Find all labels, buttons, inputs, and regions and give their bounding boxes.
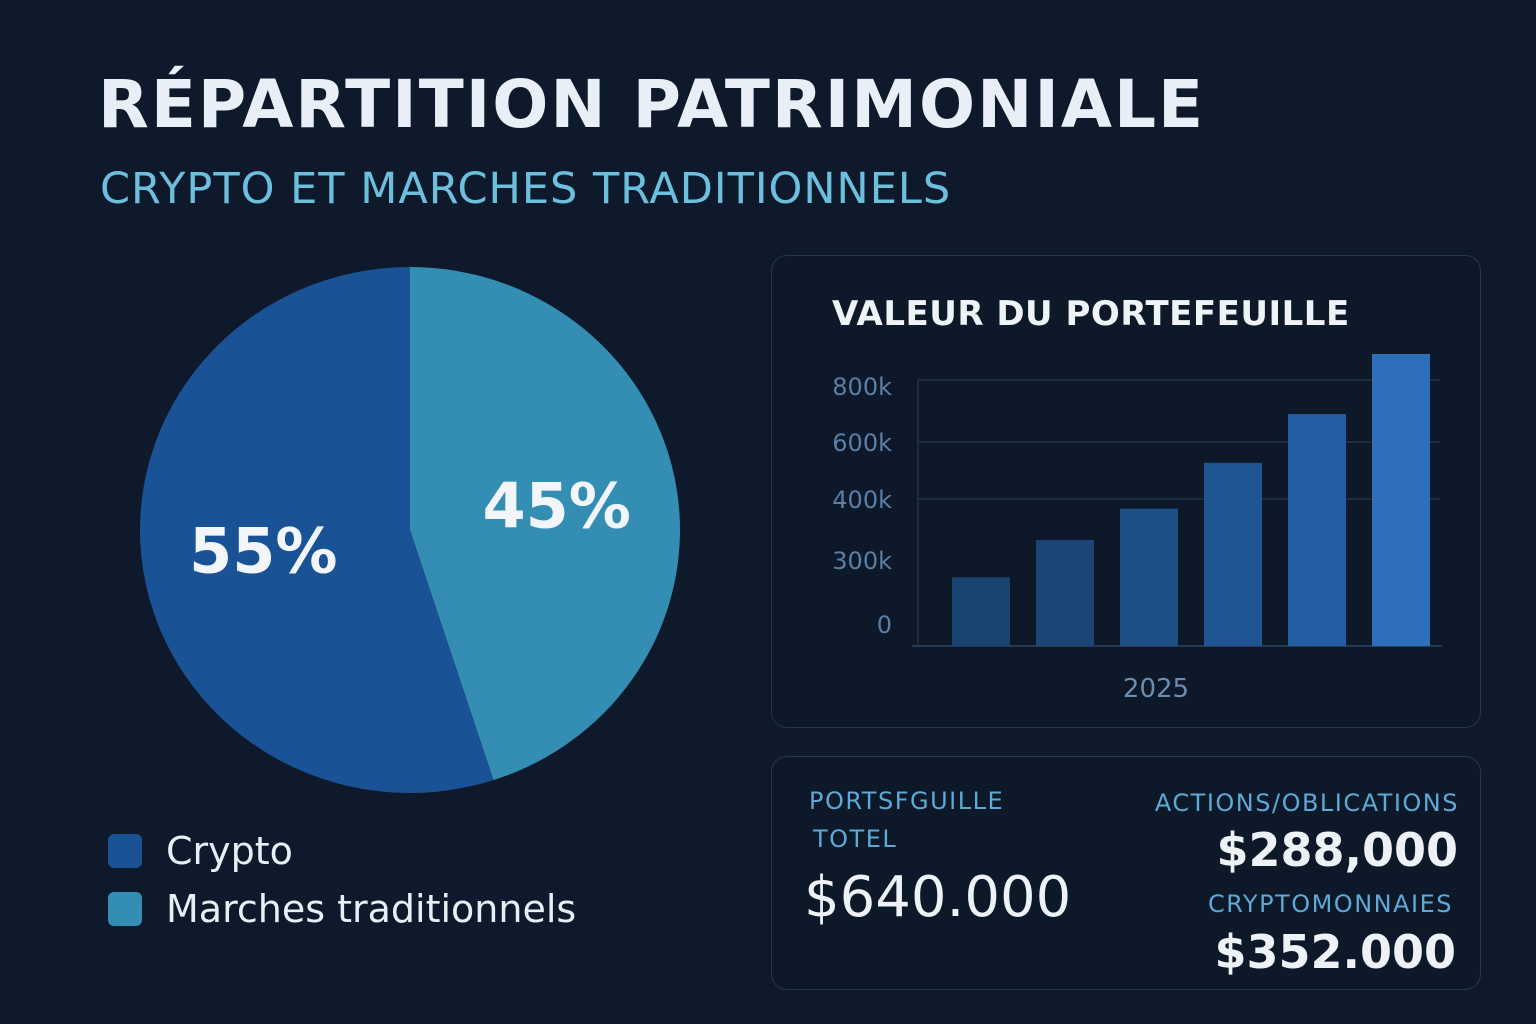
portfolio-stats-panel: PORTSFGUILLE TOTEL $640.000 ACTIONS/OBLI… (771, 756, 1481, 990)
page-title: RÉPARTITION PATRIMONIALE (98, 66, 1206, 143)
crypto-label: CRYPTOMONNAIES (1208, 890, 1453, 918)
legend-swatch-crypto (108, 834, 142, 868)
actions-value: $288,000 (1216, 823, 1458, 877)
legend-item-traditional: Marches traditionnels (108, 880, 576, 938)
crypto-value: $352.000 (1214, 925, 1456, 979)
bar-6 (1372, 354, 1430, 646)
total-label-line2: TOTEL (813, 825, 898, 853)
y-tick-label: 300k (832, 547, 892, 575)
x-axis-label: 2025 (1123, 674, 1189, 704)
y-tick-label: 400k (832, 486, 892, 514)
legend-label-crypto: Crypto (166, 829, 293, 873)
total-value: $640.000 (804, 865, 1072, 930)
portfolio-value-panel: VALEUR DU PORTEFEUILLE 0 300k 400k 600k 800k… (771, 255, 1481, 728)
legend-item-crypto: Crypto (108, 822, 576, 880)
total-label-line1: PORTSFGUILLE (809, 787, 1005, 815)
page-subtitle: CRYPTO ET MARCHES TRADITIONNELS (100, 164, 952, 214)
y-tick-label: 600k (832, 429, 892, 457)
pie-label-crypto: 55% (189, 515, 337, 588)
y-tick-label: 0 (877, 611, 892, 639)
bar-1 (952, 577, 1010, 646)
legend-swatch-traditional (108, 892, 142, 926)
bar-2 (1036, 540, 1094, 646)
y-tick-label: 800k (832, 373, 892, 401)
bar-5 (1288, 414, 1346, 646)
pie-slice-crypto (139, 267, 494, 794)
pie-legend: Crypto Marches traditionnels (108, 822, 576, 938)
bar-chart-title: VALEUR DU PORTEFEUILLE (832, 294, 1350, 334)
pie-label-traditional: 45% (482, 469, 630, 542)
bar-3 (1120, 508, 1178, 646)
pie-slice-traditional (410, 267, 680, 781)
allocation-pie-chart: 45% 55% (139, 267, 680, 794)
portfolio-bar-chart: 0 300k 400k 600k 800k 2025 (832, 354, 1442, 704)
legend-label-traditional: Marches traditionnels (166, 887, 577, 931)
actions-label: ACTIONS/OBLICATIONS (1154, 789, 1459, 817)
bar-4 (1204, 462, 1262, 646)
